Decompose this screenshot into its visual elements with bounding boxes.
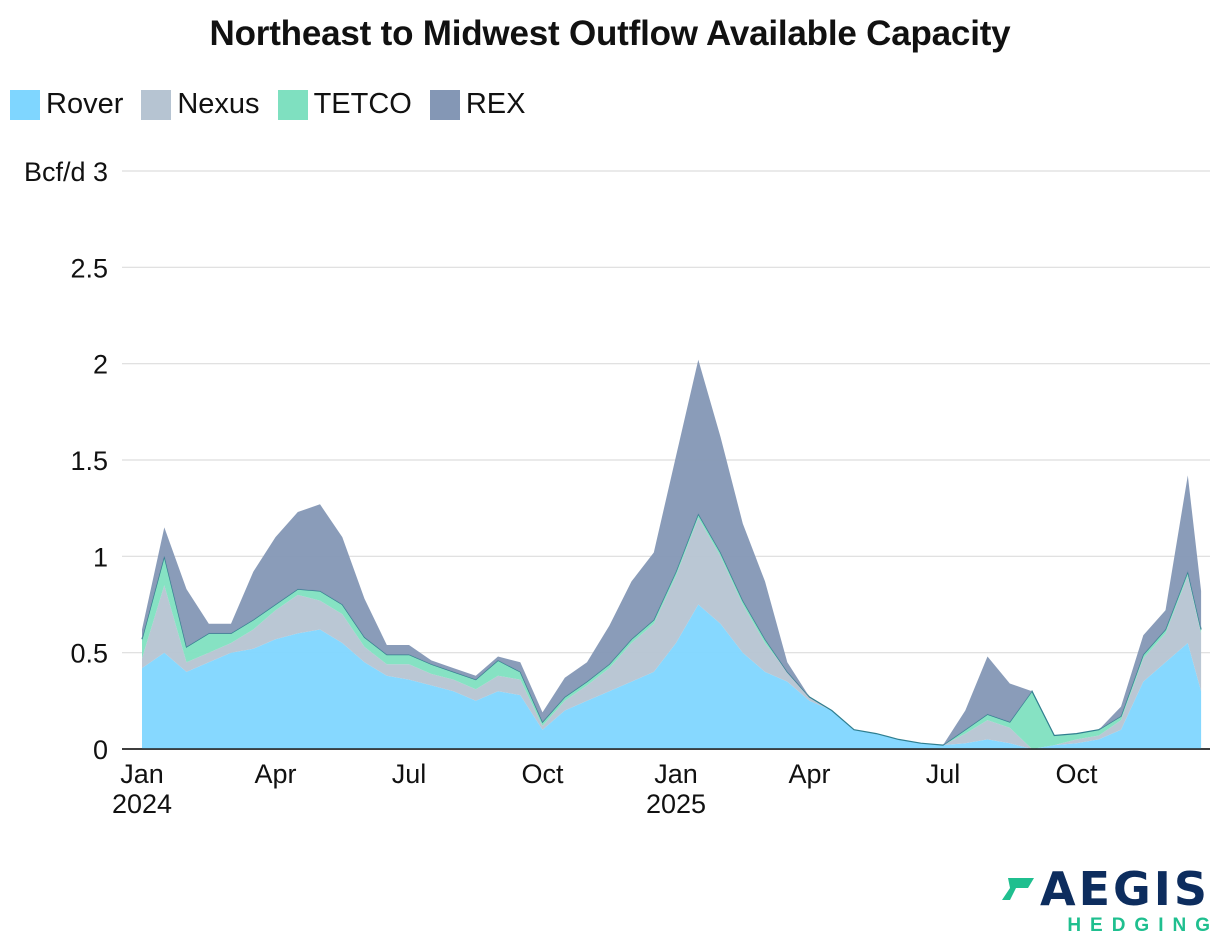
legend-label-nexus: Nexus (177, 88, 260, 120)
series-area-rover (142, 604, 1202, 749)
aegis-logo-icon (1001, 878, 1034, 900)
x-tick-label-5: Apr (788, 759, 830, 789)
y-tick-label-1: 0.5 (70, 639, 108, 669)
legend-item-tetco: TETCO (277, 88, 412, 121)
x-tick-sublabel-0: 2024 (112, 789, 172, 819)
y-tick-label-5: 2.5 (70, 253, 108, 283)
x-tick-label-4: Jan (654, 759, 698, 789)
x-tick-label-1: Apr (254, 759, 296, 789)
legend-swatch-rex (429, 89, 460, 120)
y-tick-label-4: 2 (93, 350, 108, 380)
series-area-rex (142, 359, 1202, 746)
legend: Rover Nexus TETCO REX (10, 88, 543, 121)
legend-item-nexus: Nexus (141, 88, 260, 121)
legend-item-rover: Rover (10, 88, 123, 121)
legend-label-tetco: TETCO (313, 88, 412, 120)
y-tick-label-2: 1 (93, 542, 108, 572)
y-tick-label-0: 0 (93, 735, 108, 765)
x-tick-sublabel-4: 2025 (646, 789, 706, 819)
legend-swatch-tetco (277, 89, 308, 120)
series-area-nexus (142, 517, 1202, 749)
x-tick-label-3: Oct (521, 759, 564, 789)
chart-title: Northeast to Midwest Outflow Available C… (209, 14, 1011, 53)
legend-swatch-rover (10, 89, 40, 120)
y-tick-label-3: 1.5 (70, 446, 108, 476)
x-tick-label-2: Jul (392, 759, 427, 789)
legend-item-rex: REX (429, 88, 526, 121)
x-tick-label-7: Oct (1055, 759, 1098, 789)
y-tick-label-6: Bcf/d 3 (24, 157, 108, 187)
aegis-logo: AEGIS HEDGING (1001, 862, 1210, 935)
x-tick-label-0: Jan (120, 759, 164, 789)
aegis-logo-word: AEGIS (1039, 862, 1210, 916)
aegis-logo-sub: HEDGING (1067, 915, 1219, 936)
x-tick-label-6: Jul (926, 759, 961, 789)
legend-swatch-nexus (141, 89, 172, 120)
legend-label-rover: Rover (46, 88, 124, 120)
legend-label-rex: REX (465, 88, 526, 120)
